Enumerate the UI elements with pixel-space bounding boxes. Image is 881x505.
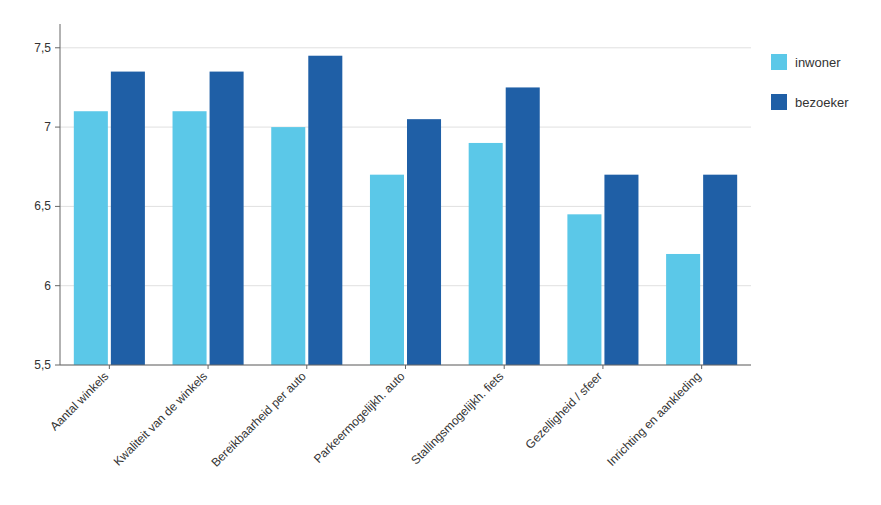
x-axis: Aantal winkelsKwaliteit van de winkelsBe… [47, 365, 751, 470]
bar [271, 127, 305, 365]
y-tick [55, 47, 60, 48]
y-tick-label: 7,5 [34, 41, 51, 55]
bar [111, 72, 145, 365]
grid-line [60, 285, 751, 286]
legend-swatch [771, 54, 787, 70]
y-tick [55, 127, 60, 128]
x-tick [602, 365, 603, 369]
x-tick-label: Kwaliteit van de winkels [111, 369, 211, 469]
grid-line [60, 206, 751, 207]
bar [370, 175, 404, 365]
bar [407, 119, 441, 365]
x-tick-label: Parkeermogelijkh. auto [311, 369, 408, 466]
y-tick [55, 206, 60, 207]
x-tick-label: Aantal winkels [47, 369, 111, 433]
bar [469, 143, 503, 365]
x-tick [306, 365, 307, 369]
bar [666, 254, 700, 365]
y-tick [55, 285, 60, 286]
y-tick-label: 5,5 [34, 358, 51, 372]
bar [308, 56, 342, 365]
legend-swatch [771, 94, 787, 110]
legend-label: inwoner [795, 55, 841, 70]
x-tick [109, 365, 110, 369]
bars [74, 56, 737, 365]
bar [210, 72, 244, 365]
x-tick [208, 365, 209, 369]
legend: inwoner bezoeker [771, 54, 849, 110]
bar [567, 214, 601, 365]
x-tick-label: Stallingsmogelijkh. fiets [408, 369, 506, 467]
y-axis-line [60, 24, 61, 365]
bar [74, 111, 108, 365]
bar [604, 175, 638, 365]
bar [703, 175, 737, 365]
grid [60, 48, 751, 365]
x-tick-label: Gezelligheid / sfeer [523, 369, 606, 452]
legend-label: bezoeker [795, 95, 849, 110]
y-axis: 5,5 6 6,5 7 7,5 [34, 24, 60, 372]
x-tick-label: Inrichting en aankleding [604, 369, 704, 469]
x-tick-label: Bereikbaarheid per auto [208, 369, 309, 470]
y-tick [55, 365, 60, 366]
x-tick [701, 365, 702, 369]
grid-line [60, 47, 751, 48]
x-tick [405, 365, 406, 369]
x-tick [504, 365, 505, 369]
y-tick-label: 6 [44, 279, 51, 293]
bar [506, 87, 540, 365]
y-tick-label: 6,5 [34, 199, 51, 213]
grid-line [60, 127, 751, 128]
bar [173, 111, 207, 365]
chart-container: 5,5 6 6,5 7 7,5 Aantal winkelsKwaliteit van d… [0, 0, 881, 505]
y-tick-label: 7 [44, 120, 51, 134]
chart-svg: 5,5 6 6,5 7 7,5 Aantal winkelsKwaliteit van d… [0, 0, 881, 505]
